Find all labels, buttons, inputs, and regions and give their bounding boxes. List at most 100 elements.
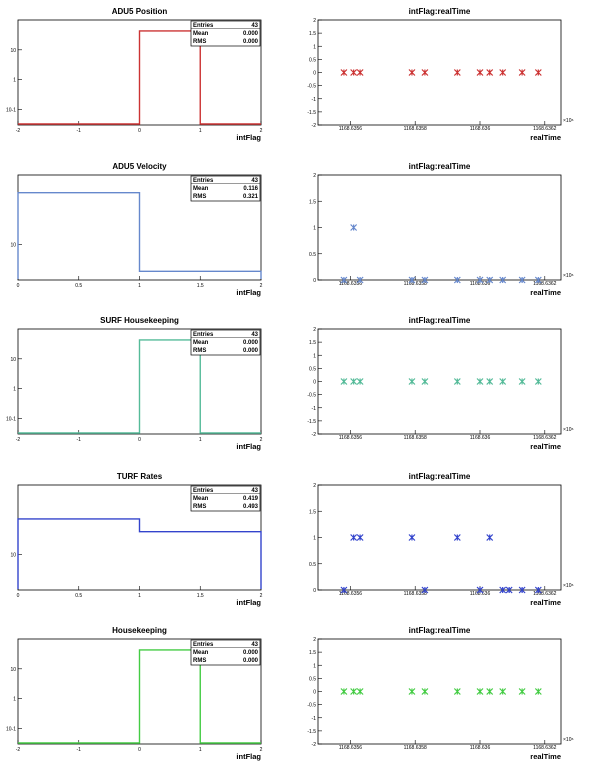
histogram-panel-2: ADU5 Velocity 0 0.5 1 1.5 2 10 Entries 43 Mean 0.1… [10,162,262,297]
data-point [534,69,542,76]
data-point [421,276,429,284]
panel-title: intFlag:realTime [409,316,471,325]
x-tick-label: -1 [77,437,82,443]
stats-value: 43 [251,178,258,184]
x-tick-label: 1168.6358 [404,281,427,287]
stats-box [190,20,261,47]
y-tick-label: 10-1 [6,726,16,732]
y-tick-label: 2 [313,173,316,179]
y-tick-label: 1 [313,44,316,50]
data-point [499,69,507,76]
stats-label: Mean [193,496,209,502]
panel-title: TURF Rates [117,472,163,481]
x-tick-label: 1 [199,747,202,753]
y-tick-label: 10 [10,48,16,54]
data-point [340,586,348,594]
data-point [408,378,416,385]
stats-value: 0.000 [243,39,259,45]
x-tick-label: 1168.636 [470,435,491,441]
y-tick-label: 2 [313,18,316,24]
histogram-outline [18,339,261,434]
y-tick-label: 10 [10,357,16,363]
data-point [350,688,358,695]
x-tick-label: -2 [16,747,21,753]
x-tick-label: 0 [138,437,141,443]
x-axis-label: realTime [530,288,561,297]
x-tick-label: 1168.636 [470,126,491,132]
y-tick-label: 10 [10,552,16,558]
data-point [356,69,364,76]
y-tick-label: 0 [313,71,316,77]
histogram-outline [17,192,262,279]
stats-value: 0.000 [243,348,259,354]
x-tick-label: 1168.6362 [533,745,556,751]
y-tick-label: -2 [312,432,317,438]
stats-label: RMS [193,658,206,664]
y-tick-label: 0 [313,380,316,386]
x-axis-label: realTime [530,442,561,451]
x-axis-label: intFlag [236,442,261,451]
stats-label: Mean [193,31,209,37]
data-point [518,586,526,594]
stats-box [190,175,261,202]
stats-value: 0.000 [243,650,259,656]
data-point [534,586,542,594]
stats-label: Mean [193,340,209,346]
x-tick-label: -1 [77,747,82,753]
data-point [486,69,494,76]
x-tick-label: 1168.6362 [533,435,556,441]
data-point [486,688,494,695]
scatter-panel-5: intFlag:realTime 2 1.5 1 0.5 0 -0.5 -1 -1.5 -2 116… [307,626,573,761]
x-exponent-label: ×10⁶ [563,737,574,743]
y-tick-label: 1.5 [309,650,316,656]
y-tick-label: 10-1 [6,107,16,113]
y-tick-label: -1.5 [307,419,316,425]
scatter-panel-4: intFlag:realTime 2 1.5 1 0.5 0 1168.6356 1168.6… [309,472,574,607]
data-point [453,688,461,695]
x-exponent-label: ×10⁶ [563,118,574,124]
data-point [356,534,364,541]
data-point [453,276,461,284]
y-tick-label: 1 [313,663,316,669]
y-tick-label: -2 [312,742,317,748]
data-point [499,586,507,594]
x-tick-label: 0 [138,747,141,753]
x-tick-label: 2 [260,437,263,443]
stats-label: RMS [193,194,206,200]
y-tick-label: 1 [13,387,16,393]
x-axis-label: intFlag [236,598,261,607]
x-tick-label: 0 [17,593,20,599]
y-tick-label: 2 [313,637,316,643]
x-tick-label: 1168.636 [470,281,491,287]
data-point [340,378,348,385]
y-tick-label: 1.5 [309,31,316,37]
x-tick-label: 1168.6356 [339,126,362,132]
data-point [340,688,348,695]
data-point [421,69,429,76]
data-point [476,276,484,284]
panel-title: SURF Housekeeping [100,316,179,325]
x-tick-label: 1168.6358 [404,126,427,132]
y-tick-label: 1 [13,697,16,703]
x-tick-label: 1 [199,128,202,134]
y-tick-label: 2 [313,483,316,489]
data-point [408,534,416,541]
y-tick-label: 1.5 [309,340,316,346]
stats-value: 0.116 [243,186,258,192]
data-point [486,534,494,541]
stats-value: 43 [251,332,258,338]
x-tick-label: -2 [16,437,21,443]
data-point [356,378,364,385]
x-tick-label: 0.5 [75,283,82,289]
stats-label: Entries [193,23,214,29]
x-tick-label: 0 [138,128,141,134]
y-tick-label: 1.5 [309,509,316,515]
data-point [408,688,416,695]
y-tick-label: -0.5 [307,703,316,709]
x-axis-label: intFlag [236,288,261,297]
data-point [408,69,416,76]
data-point [499,378,507,385]
data-point [486,378,494,385]
x-axis-label: realTime [530,752,561,761]
